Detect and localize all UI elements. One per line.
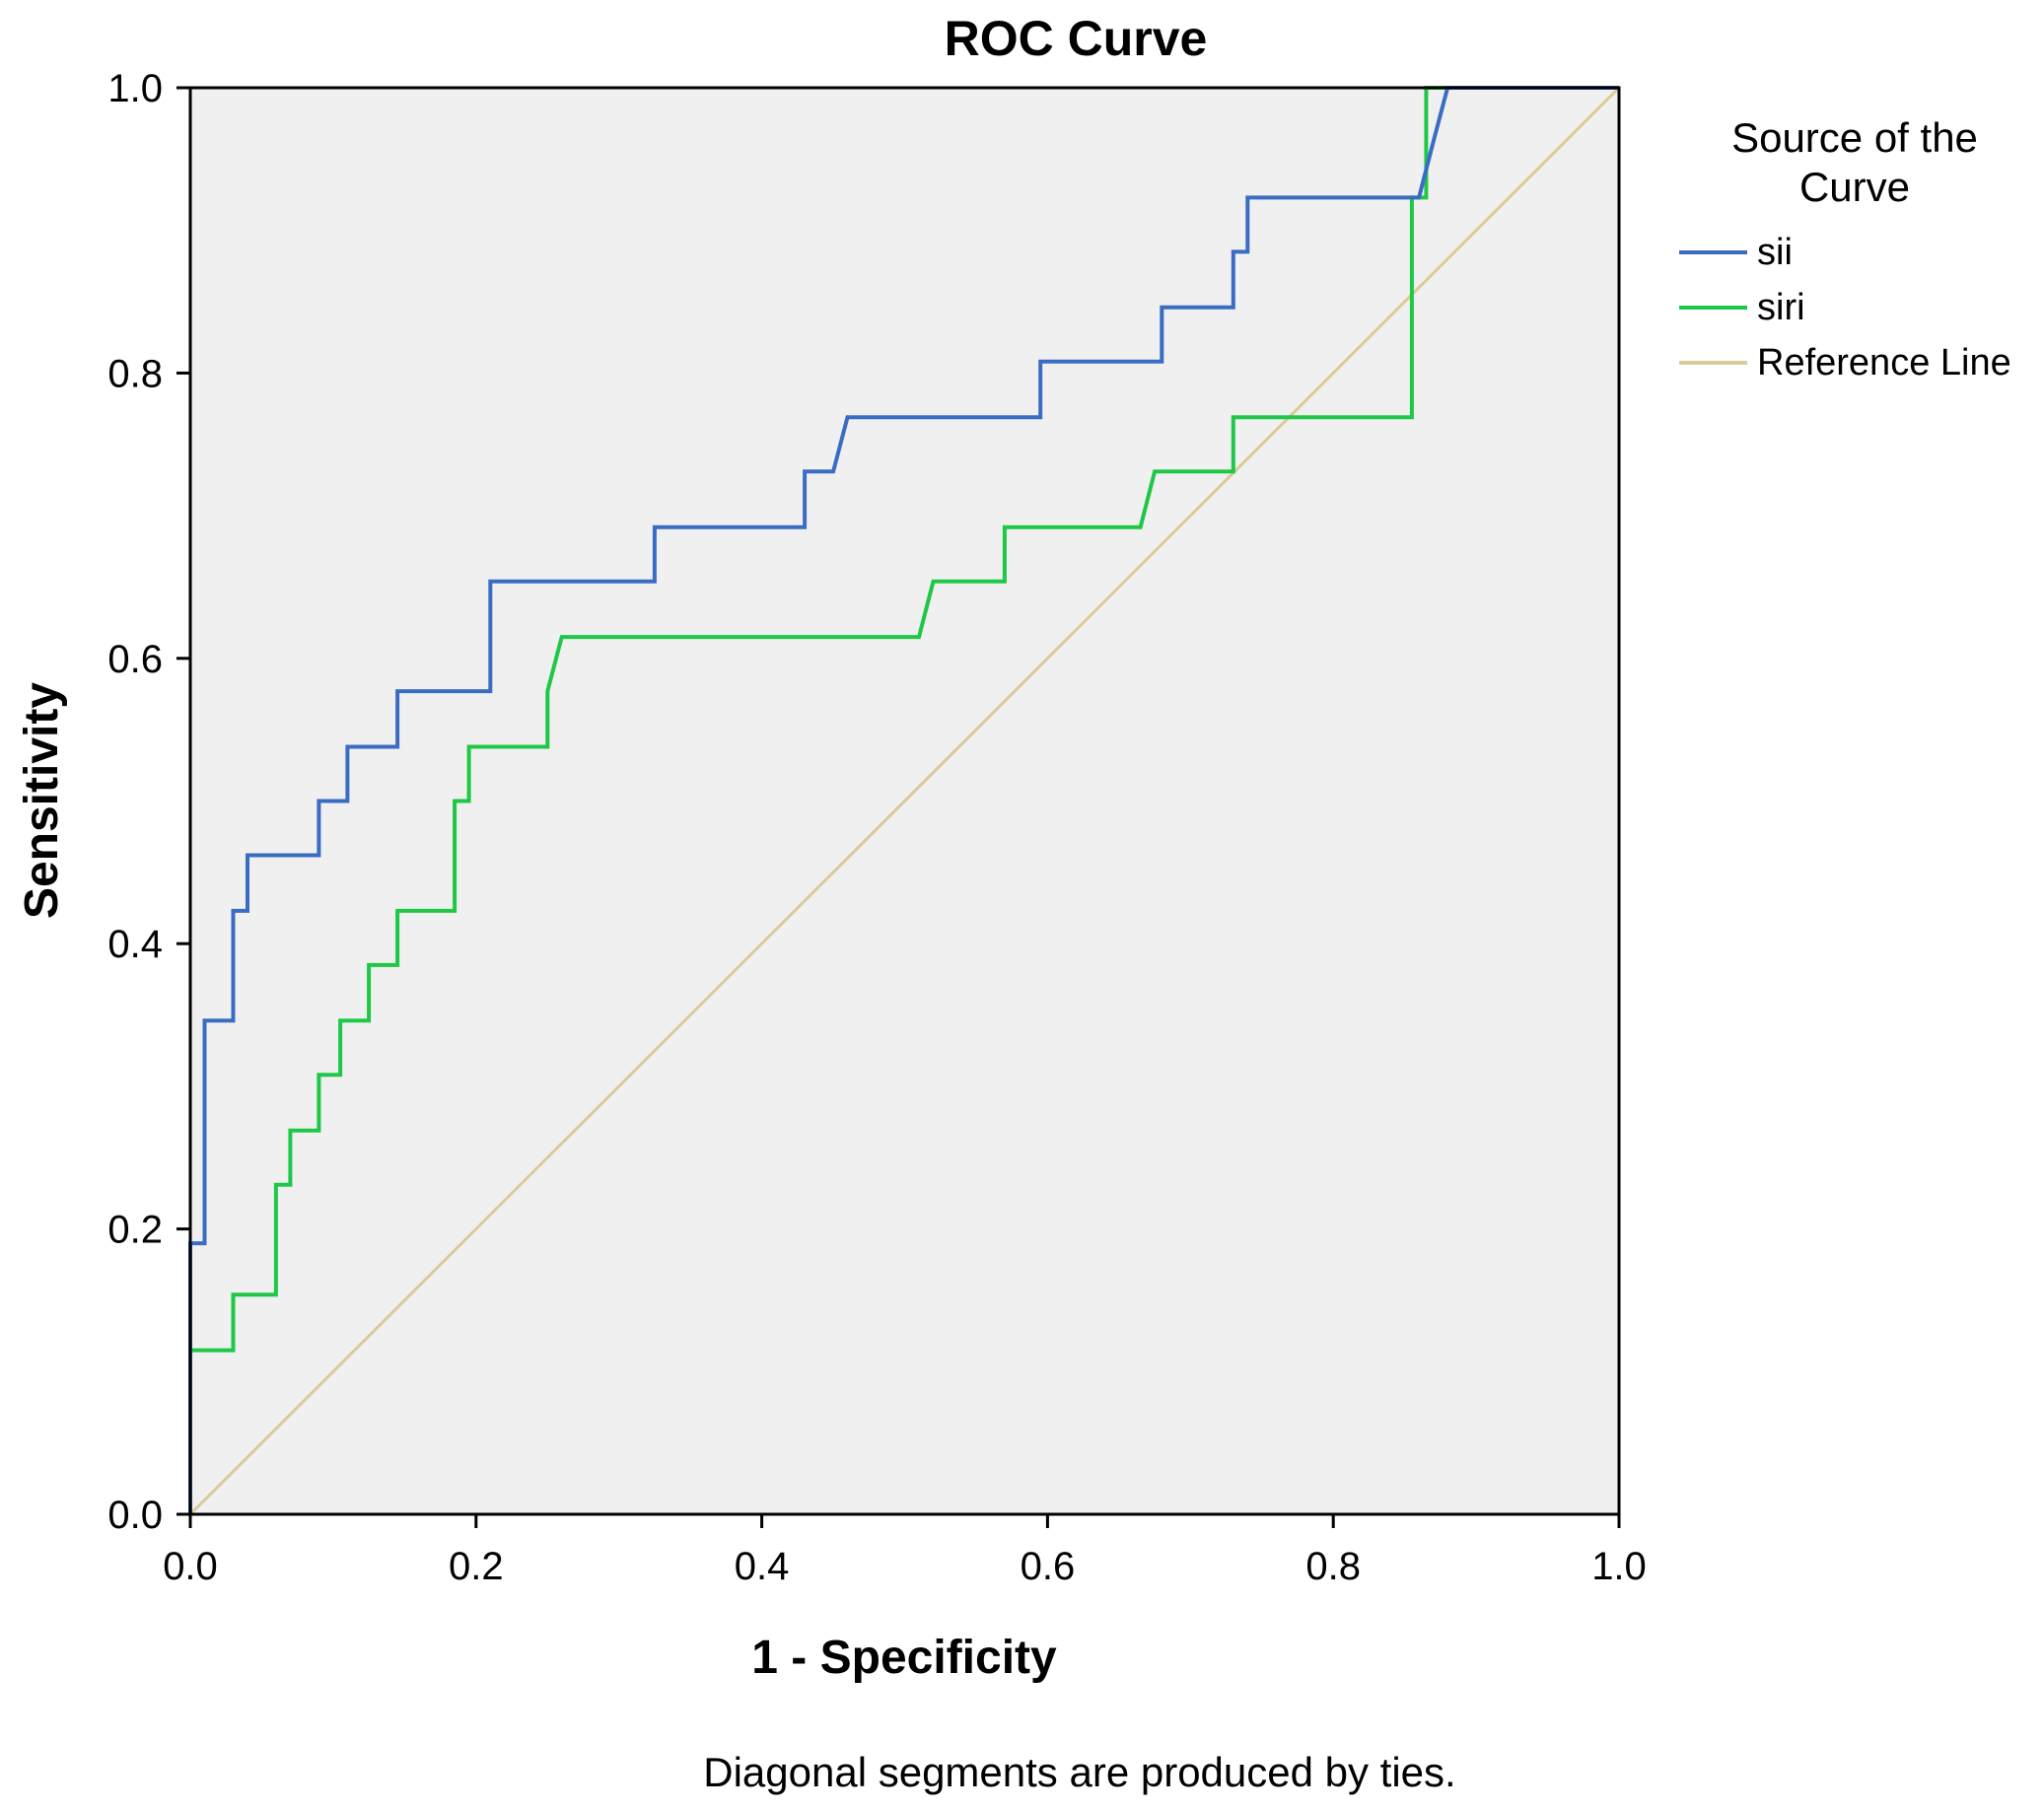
x-tick-label: 0.8	[1305, 1545, 1361, 1588]
series-layer	[188, 86, 1621, 1516]
series-line-siri	[188, 86, 1619, 1514]
legend-title-line-1: Source of the	[1731, 114, 1978, 161]
series-line-reference-line	[188, 86, 1621, 1516]
legend-label-reference-line: Reference Line	[1757, 342, 2011, 383]
y-tick-label: 0.2	[107, 1209, 163, 1252]
series-line-sii	[188, 86, 1619, 1514]
y-tick-label: 0.8	[107, 352, 163, 395]
y-tick-label: 1.0	[107, 67, 163, 110]
legend-label-siri: siri	[1757, 287, 1805, 328]
legend: Source of the Curve sii siri Reference Lin…	[1679, 114, 2011, 383]
footnote: Diagonal segments are produced by ties.	[703, 1749, 1455, 1795]
x-tick-label: 0.4	[735, 1545, 790, 1588]
y-tick-label: 0.0	[107, 1494, 163, 1537]
y-tick-label: 0.6	[107, 638, 163, 681]
x-axis-label: 1 - Specificity	[751, 1632, 1057, 1684]
x-tick-label: 0.0	[163, 1545, 218, 1588]
plot-frame	[188, 86, 1621, 1516]
y-tick-label: 0.4	[107, 923, 163, 966]
x-tick-label: 0.2	[449, 1545, 504, 1588]
x-tick-label: 0.6	[1021, 1545, 1076, 1588]
y-axis-label: Sensitivity	[16, 682, 68, 919]
y-axis: 0.0 0.2 0.4 0.6 0.8 1.0	[107, 67, 190, 1537]
x-axis: 0.0 0.2 0.4 0.6 0.8 1.0	[163, 1514, 1647, 1588]
legend-label-sii: sii	[1757, 232, 1793, 273]
chart-title: ROC Curve	[945, 11, 1208, 66]
legend-title-line-2: Curve	[1799, 164, 1910, 210]
x-tick-label: 1.0	[1591, 1545, 1647, 1588]
